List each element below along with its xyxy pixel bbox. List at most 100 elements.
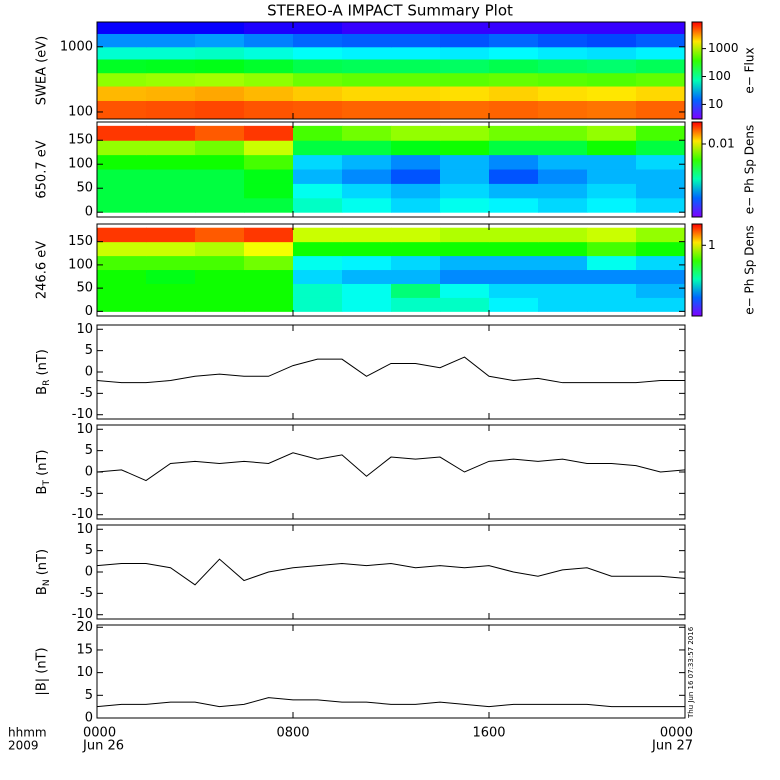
heat-cell bbox=[440, 255, 490, 271]
heat-cell bbox=[489, 227, 539, 243]
heat-cell bbox=[195, 169, 245, 184]
heat-cell bbox=[97, 154, 147, 170]
heat-cell bbox=[146, 241, 196, 257]
heat-cell bbox=[97, 33, 147, 48]
heat-cell bbox=[489, 255, 539, 271]
y-tick-label: 10 bbox=[76, 322, 93, 337]
y-tick-label: 150 bbox=[68, 133, 93, 148]
heat-cell bbox=[195, 183, 245, 199]
x-tick-label: 1600 bbox=[472, 726, 505, 741]
heat-cell bbox=[636, 72, 686, 87]
panel-frame bbox=[96, 223, 686, 317]
heat-cell bbox=[244, 86, 294, 101]
heat-cell bbox=[538, 33, 588, 48]
heat-cell bbox=[587, 169, 637, 184]
heat-cell bbox=[391, 100, 441, 120]
y-tick-label: -10 bbox=[72, 607, 93, 622]
heat-cell bbox=[293, 269, 343, 284]
heat-cell bbox=[391, 46, 441, 60]
colorbar bbox=[691, 121, 703, 218]
heat-cell bbox=[538, 255, 588, 271]
heat-cell bbox=[489, 269, 539, 284]
heat-cell bbox=[440, 125, 490, 141]
heat-cell bbox=[293, 227, 343, 243]
heat-cell bbox=[391, 297, 441, 312]
heat-cell bbox=[489, 241, 539, 257]
heat-cell bbox=[293, 169, 343, 184]
heat-cell bbox=[538, 72, 588, 87]
heat-cell bbox=[342, 283, 392, 298]
y-tick-label: -10 bbox=[72, 407, 93, 422]
heat-cell bbox=[587, 125, 637, 141]
heat-cell bbox=[342, 269, 392, 284]
heat-cell bbox=[244, 22, 294, 34]
heat-cell bbox=[636, 86, 686, 101]
y-tick-label: -10 bbox=[72, 507, 93, 522]
y-tick-label: -5 bbox=[80, 586, 93, 601]
heat-cell bbox=[440, 46, 490, 60]
heat-cell bbox=[391, 58, 441, 74]
heat-cell bbox=[195, 283, 245, 298]
heat-cell bbox=[440, 140, 490, 156]
panel-frame bbox=[96, 624, 686, 719]
heat-cell bbox=[244, 169, 294, 184]
heat-cell bbox=[440, 169, 490, 184]
heat-cell bbox=[587, 154, 637, 170]
heat-cell bbox=[587, 100, 637, 120]
heat-cell bbox=[244, 297, 294, 312]
heat-cell bbox=[146, 297, 196, 312]
heat-cell bbox=[342, 169, 392, 184]
heat-cell bbox=[391, 269, 441, 284]
heat-cell bbox=[391, 255, 441, 271]
x-tick-label: 0000 bbox=[83, 726, 116, 741]
y-tick-label: 20 bbox=[76, 620, 93, 635]
y-tick-label: 0 bbox=[85, 304, 93, 319]
heat-cell bbox=[636, 22, 686, 34]
heat-cell bbox=[244, 58, 294, 74]
heat-cell bbox=[342, 197, 392, 213]
y-tick-label: 10 bbox=[76, 522, 93, 537]
x-tick-label: 0000 bbox=[660, 726, 693, 741]
heat-cell bbox=[538, 283, 588, 298]
y-tick-label: 5 bbox=[85, 688, 93, 703]
heat-cell bbox=[146, 86, 196, 101]
heat-cell bbox=[636, 241, 686, 257]
y-tick-label: 0 bbox=[85, 465, 93, 480]
colorbar-tick-label: 1000 bbox=[708, 41, 739, 55]
y-tick-label: 0 bbox=[85, 711, 93, 726]
x-date-label: Jun 26 bbox=[82, 739, 124, 754]
heat-cell bbox=[636, 125, 686, 141]
heat-cell bbox=[587, 227, 637, 243]
heat-cell bbox=[587, 241, 637, 257]
heat-cell bbox=[489, 72, 539, 87]
heat-cell bbox=[391, 86, 441, 101]
heat-cell bbox=[636, 140, 686, 156]
heat-cell bbox=[391, 169, 441, 184]
heat-cell bbox=[342, 241, 392, 257]
heat-cell bbox=[636, 46, 686, 60]
heat-cell bbox=[195, 297, 245, 312]
y-axis-label-sub: T bbox=[42, 480, 52, 487]
heat-cell bbox=[244, 227, 294, 243]
heat-cell bbox=[244, 72, 294, 87]
heat-cell bbox=[440, 100, 490, 120]
heat-cell bbox=[293, 140, 343, 156]
heat-cell bbox=[195, 22, 245, 34]
heat-cell bbox=[97, 58, 147, 74]
heat-cell bbox=[342, 33, 392, 48]
heat-cell bbox=[342, 86, 392, 101]
y-axis-label-base: B bbox=[35, 386, 50, 395]
heat-cell bbox=[244, 269, 294, 284]
y-tick-label: 5 bbox=[85, 443, 93, 458]
heat-cell bbox=[489, 58, 539, 74]
y-axis-label: SWEA (eV) bbox=[35, 36, 50, 105]
heat-cell bbox=[587, 297, 637, 312]
heat-cell bbox=[538, 227, 588, 243]
line bbox=[96, 697, 685, 708]
heat-cell bbox=[636, 255, 686, 271]
heat-cell bbox=[97, 22, 147, 34]
heat-cell bbox=[489, 86, 539, 101]
heat-cell bbox=[587, 86, 637, 101]
heat-cell bbox=[489, 283, 539, 298]
